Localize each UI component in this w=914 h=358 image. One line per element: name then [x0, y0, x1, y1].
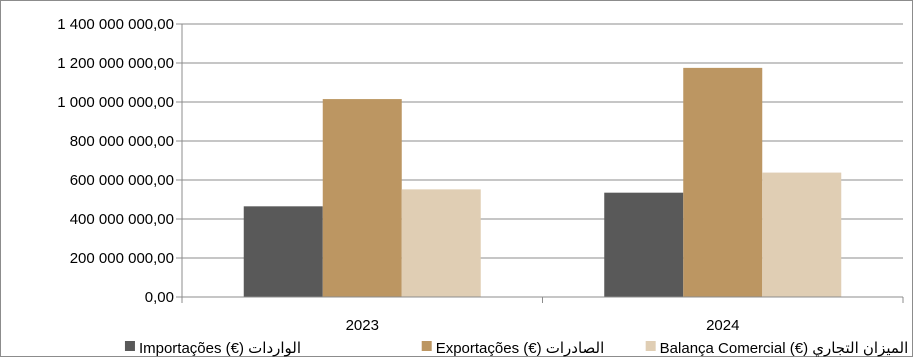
- y-tick-label: 800 000 000,00: [70, 133, 174, 150]
- y-axis-tick-labels: 0,00 200 000 000,00 400 000 000,00 600 000 …: [57, 16, 174, 306]
- axes: [181, 24, 904, 303]
- y-tick-label: 400 000 000,00: [70, 211, 174, 228]
- legend-swatch: [421, 341, 432, 351]
- bar: [762, 172, 842, 297]
- legend-label: Importações (€) الواردات: [139, 340, 301, 357]
- y-tick-label: 1 400 000 000,00: [57, 16, 174, 33]
- y-tick-label: 0,00: [145, 289, 174, 306]
- bar: [401, 189, 481, 297]
- x-axis-tick-labels: 2023 2024: [346, 317, 740, 334]
- legend-label: Balança Comercial (€) الميزان التجاري: [660, 340, 909, 358]
- bar: [243, 206, 323, 297]
- y-tick-label: 600 000 000,00: [70, 172, 174, 189]
- legend-label: Exportações (€) الصادرات: [436, 340, 605, 357]
- legend-swatch: [645, 341, 656, 351]
- bars: [243, 67, 842, 297]
- x-tick-label: 2024: [706, 317, 739, 334]
- legend: Importações (€) الواردات Exportações (€) …: [124, 340, 909, 358]
- bar: [683, 67, 763, 297]
- x-tick-label: 2023: [346, 317, 379, 334]
- bar: [322, 99, 402, 297]
- y-tick-label: 200 000 000,00: [70, 250, 174, 267]
- legend-swatch: [124, 341, 135, 351]
- bar: [604, 192, 684, 297]
- y-tick-label: 1 000 000 000,00: [57, 94, 174, 111]
- y-tick-label: 1 200 000 000,00: [57, 55, 174, 72]
